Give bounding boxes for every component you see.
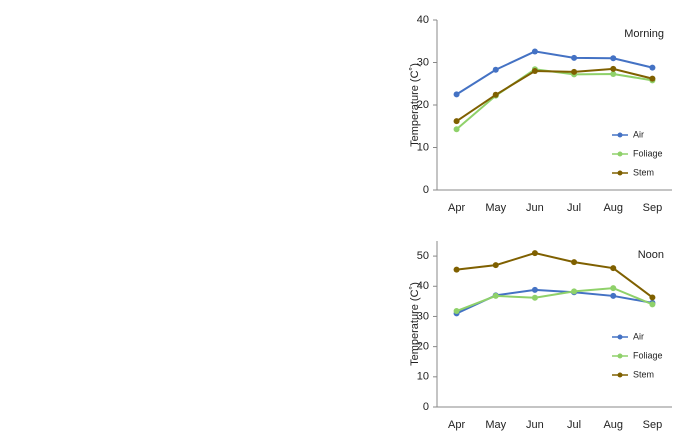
data-point [571, 54, 578, 61]
x-tick-label: May [485, 202, 506, 214]
legend-marker [617, 372, 623, 378]
x-tick-label: Sep [643, 419, 663, 431]
x-tick-label: Apr [448, 419, 465, 431]
data-point [453, 126, 460, 133]
y-tick-label: 0 [423, 401, 429, 413]
legend-label: Air [633, 129, 644, 139]
data-point [610, 265, 617, 272]
x-tick-label: May [485, 419, 506, 431]
series-line [456, 67, 653, 122]
series-line [456, 252, 654, 299]
x-tick-label: Aug [603, 202, 623, 214]
data-point [453, 266, 460, 273]
y-tick-label: 10 [417, 141, 429, 153]
data-point [531, 68, 538, 74]
y-tick-label: 20 [417, 99, 429, 111]
x-tick-label: Jun [526, 419, 544, 431]
series-line [455, 68, 653, 130]
y-axis-label: Temperature (C˚) [409, 63, 421, 147]
data-point [531, 48, 538, 55]
data-point [453, 308, 460, 315]
data-point [492, 292, 499, 299]
legend-label: Air [633, 331, 644, 341]
y-tick-label: 40 [417, 280, 429, 292]
legend-marker [617, 334, 623, 340]
y-tick-label: 50 [417, 250, 429, 262]
data-point [492, 91, 499, 98]
data-point [571, 288, 578, 295]
data-point [649, 294, 656, 301]
data-point [453, 118, 460, 125]
x-tick-label: Jul [567, 202, 581, 214]
data-point [649, 301, 656, 308]
x-tick-label: Jul [567, 419, 581, 431]
x-tick-label: Apr [448, 202, 465, 214]
legend-marker [617, 170, 623, 176]
data-point [649, 64, 656, 71]
data-point [453, 91, 460, 98]
line-chart: 0 10 20 30 40 Apr May Jun Jul Aug Sep Temperature (… [409, 14, 672, 214]
legend-label: Stem [633, 167, 654, 177]
line-chart: 0 10 20 30 40 50 Apr May Jun Jul Aug Sep Temperature… [409, 241, 672, 431]
data-point [610, 70, 617, 77]
x-tick-label: Aug [603, 419, 623, 431]
y-tick-label: 30 [417, 56, 429, 68]
y-tick-label: 40 [417, 14, 429, 26]
data-point [649, 75, 656, 82]
legend-label: Foliage [633, 148, 663, 158]
data-point [531, 250, 538, 257]
legend-marker [617, 132, 623, 138]
x-tick-label: Jun [526, 202, 544, 214]
data-point [610, 285, 617, 292]
legend-marker [617, 151, 623, 157]
x-tick-label: Sep [643, 202, 663, 214]
chart-title: Morning [624, 28, 664, 40]
y-tick-label: 20 [417, 341, 429, 353]
series-line [456, 287, 653, 312]
data-point [531, 286, 538, 293]
series-line [456, 50, 653, 96]
charts: 0 10 20 30 40 Apr May Jun Jul Aug Sep Temperature (… [409, 14, 672, 431]
legend-label: Stem [633, 369, 654, 379]
data-point [610, 65, 617, 72]
legend-marker [617, 353, 623, 359]
y-tick-label: 30 [417, 310, 429, 322]
legend-label: Foliage [633, 350, 663, 360]
series-line [456, 288, 653, 315]
data-point [531, 294, 538, 301]
y-tick-label: 10 [417, 371, 429, 383]
data-point [492, 66, 499, 73]
data-point [492, 262, 499, 269]
data-point [571, 259, 578, 266]
data-point [571, 68, 578, 75]
data-point [610, 292, 617, 299]
y-tick-label: 0 [423, 184, 429, 196]
y-axis-label: Temperature (C˚) [409, 282, 421, 366]
data-point [610, 55, 617, 62]
chart-title: Noon [638, 249, 664, 261]
